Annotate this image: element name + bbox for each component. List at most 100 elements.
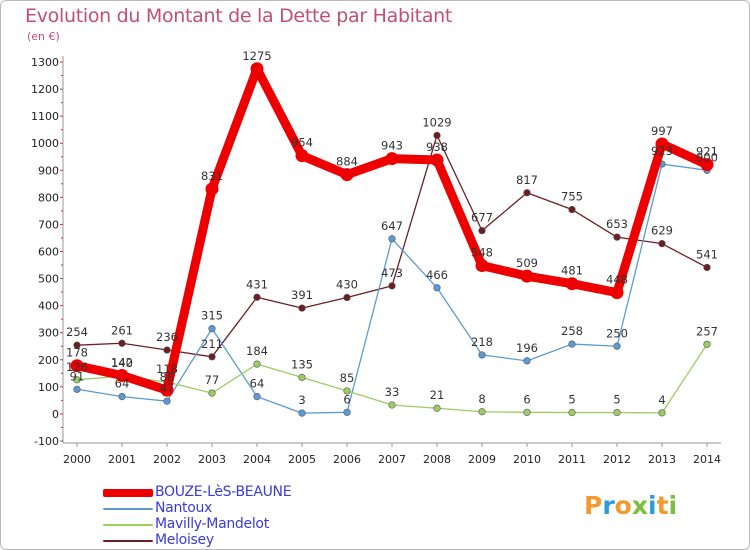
x-tick-label: 2003 [198, 453, 226, 466]
data-label: 831 [201, 169, 223, 183]
data-label: 5 [613, 393, 620, 407]
x-tick-label: 2002 [153, 453, 181, 466]
logo-letter: r [602, 491, 615, 520]
data-point [343, 387, 351, 395]
data-label: 923 [651, 144, 673, 158]
data-point [118, 393, 126, 401]
y-tick-label: 700 [38, 218, 59, 231]
y-tick-label: 800 [38, 191, 59, 204]
data-label: 315 [201, 309, 223, 323]
data-label: 85 [340, 371, 355, 385]
data-label: 817 [516, 173, 538, 187]
data-point [613, 342, 621, 350]
x-tick-label: 2001 [108, 453, 136, 466]
data-point [208, 389, 216, 397]
legend-label: BOUZE-LèS-BEAUNE [155, 484, 292, 500]
data-point [613, 233, 621, 241]
data-point [523, 408, 531, 416]
x-tick-label: 2014 [693, 453, 721, 466]
data-point [298, 409, 306, 417]
legend-label: Nantoux [155, 500, 213, 516]
data-label: 64 [250, 377, 265, 391]
y-tick-label: 1300 [31, 56, 59, 69]
data-point [163, 397, 171, 405]
data-point [250, 62, 264, 76]
data-label: 430 [336, 278, 358, 292]
data-label: 218 [471, 335, 493, 349]
data-label: 629 [651, 224, 673, 238]
data-label: 261 [111, 323, 133, 337]
data-label: 6 [523, 392, 530, 406]
data-label: 178 [66, 346, 88, 360]
data-point [295, 149, 309, 163]
data-point [610, 286, 624, 300]
data-label: 47 [160, 381, 175, 395]
data-point [568, 205, 576, 214]
y-tick-label: 100 [38, 381, 59, 394]
data-label: 211 [201, 337, 223, 351]
data-point [613, 408, 621, 417]
legend-swatch [103, 540, 153, 542]
data-point [523, 357, 531, 365]
data-label: 142 [111, 355, 133, 369]
data-point [565, 277, 579, 291]
data-label: 64 [115, 377, 130, 391]
data-label: 196 [516, 341, 538, 355]
data-point [208, 325, 216, 333]
data-label: 647 [381, 219, 403, 233]
logo-letter: t [656, 491, 669, 520]
data-label: 755 [561, 190, 583, 204]
series-line [76, 134, 708, 358]
data-point [343, 293, 351, 302]
data-label: 126 [66, 360, 88, 374]
data-point [298, 373, 306, 381]
y-tick-label: 0 [52, 408, 59, 421]
chart-title: Evolution du Montant de la Dette par Hab… [25, 5, 453, 27]
data-point [160, 383, 174, 397]
y-tick-label: 900 [38, 164, 59, 177]
data-label: 4 [658, 393, 665, 407]
data-label: 431 [246, 277, 268, 291]
y-tick-label: 600 [38, 246, 59, 259]
data-label: 140 [111, 356, 133, 370]
data-label: 184 [246, 344, 268, 358]
data-point [73, 341, 81, 349]
data-point [475, 259, 489, 273]
logo-letter: i [668, 491, 678, 520]
legend-label: Meloisey [155, 532, 214, 548]
y-tick-label: 300 [38, 327, 59, 340]
data-point [253, 293, 261, 301]
data-point [433, 131, 441, 139]
data-point [520, 269, 534, 283]
legend-swatch [103, 489, 153, 497]
data-point [118, 339, 126, 347]
chart-unit-label: (en €) [27, 30, 60, 43]
x-tick-label: 2007 [378, 453, 406, 466]
data-label: 88 [160, 370, 175, 384]
y-tick-label: 400 [38, 300, 59, 313]
data-point [163, 346, 171, 354]
data-point [73, 385, 81, 393]
data-point [73, 376, 81, 384]
data-label: 118 [156, 362, 178, 376]
data-point [658, 240, 666, 248]
data-point [253, 393, 261, 401]
data-point [568, 340, 576, 348]
data-label: 677 [471, 211, 493, 225]
data-label: 509 [516, 256, 538, 270]
data-label: 250 [606, 326, 628, 340]
y-tick-label: 1100 [31, 110, 59, 123]
data-label: 91 [70, 369, 85, 383]
data-point [655, 137, 669, 151]
data-label: 473 [381, 266, 403, 280]
data-label: 8 [478, 392, 485, 406]
logo-letter: i [648, 491, 657, 520]
data-point [253, 360, 261, 368]
data-point [208, 353, 216, 361]
data-point [703, 340, 711, 348]
data-point [523, 189, 531, 197]
data-label: 391 [291, 288, 313, 302]
x-tick-label: 2006 [333, 453, 361, 466]
